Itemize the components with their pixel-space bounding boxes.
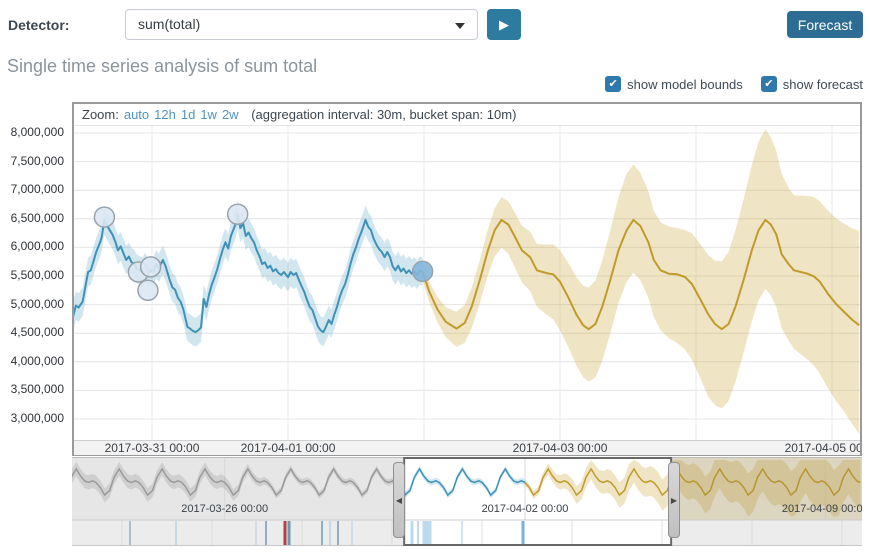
anomaly-event-stripe xyxy=(461,521,463,545)
x-tick-label: 2017-04-03 00:00 xyxy=(512,441,608,455)
y-tick-label: 3,000,000 xyxy=(10,411,64,425)
anomaly-event-stripe xyxy=(287,521,291,545)
detector-select-value: sum(total) xyxy=(138,16,201,32)
context-gray-line xyxy=(72,467,404,497)
context-chart[interactable]: 2017-03-26 00:00 2017-04-02 00:00 2017-04-… xyxy=(72,457,862,548)
anomaly-marker xyxy=(137,279,159,302)
anomaly-event-stripe xyxy=(422,521,432,545)
anomaly-marker xyxy=(139,256,162,278)
y-tick-label: 8,000,000 xyxy=(10,125,64,139)
y-tick-label: 3,500,000 xyxy=(10,382,64,397)
show-forecast-option[interactable]: ✔ show forecast xyxy=(760,76,863,92)
y-axis: 8,000,000 7,500,000 7,000,000 6,500,000 6,00… xyxy=(0,0,64,460)
anomaly-event-stripe xyxy=(417,521,419,545)
x-tick-label: 2017-04-01 00:00 xyxy=(240,441,336,455)
chart-zoom-header: Zoom: auto 12h 1d 1w 2w (aggregation interval… xyxy=(74,104,860,126)
chart-options: ✔ show model bounds ✔ show forecast xyxy=(605,76,863,92)
time-series-plot[interactable] xyxy=(74,126,860,440)
checkbox-show-forecast[interactable]: ✔ xyxy=(760,76,777,92)
swimlane-selected xyxy=(403,520,673,546)
anomaly-event-stripe xyxy=(129,521,131,545)
zoom-link-12h[interactable]: 12h xyxy=(154,107,176,122)
y-tick-label: 7,500,000 xyxy=(10,153,64,168)
brush-handle-right[interactable]: ▶ xyxy=(668,462,680,538)
anomaly-marker xyxy=(93,206,116,228)
y-tick-label: 5,500,000 xyxy=(10,268,64,282)
context-brush-plot[interactable] xyxy=(72,457,862,548)
y-tick-label: 4,000,000 xyxy=(10,353,64,368)
anomaly-event-stripe xyxy=(351,521,353,545)
aggregation-note: (aggregation interval: 30m, bucket span:… xyxy=(251,107,517,122)
x-tick-label: 2017-03-31 00:00 xyxy=(104,441,200,455)
y-tick-label: 6,000,000 xyxy=(10,239,64,254)
anomaly-event-stripe xyxy=(521,521,525,545)
anomaly-event-stripe xyxy=(410,521,414,545)
forecast-button[interactable]: Forecast xyxy=(787,11,863,38)
play-button[interactable]: ▶ xyxy=(487,9,521,40)
detector-label: Detector: xyxy=(8,17,70,33)
check-icon: ✔ xyxy=(764,78,774,90)
checkbox-show-model-bounds[interactable]: ✔ xyxy=(605,76,622,92)
x-axis: 2017-03-31 00:00 2017-04-01 00:00 2017-04-… xyxy=(74,440,860,455)
zoom-link-2w[interactable]: 2w xyxy=(221,107,239,122)
right-arrow-icon: ▶ xyxy=(670,495,678,505)
zoom-links: auto 12h 1d 1w 2w xyxy=(119,107,239,122)
y-tick-label: 5,000,000 xyxy=(10,296,64,311)
left-arrow-icon: ◀ xyxy=(395,495,403,505)
anomaly-event-stripe xyxy=(283,521,287,545)
anomaly-event-stripe xyxy=(329,521,331,545)
forecast-series-line xyxy=(421,218,860,331)
zoom-link-auto[interactable]: auto xyxy=(123,107,150,122)
check-icon: ✔ xyxy=(608,78,618,90)
detector-select[interactable]: sum(total) xyxy=(125,9,478,40)
y-tick-label: 4,500,000 xyxy=(10,325,64,340)
anomaly-marker xyxy=(226,203,249,225)
show-model-bounds-option[interactable]: ✔ show model bounds xyxy=(605,76,743,92)
anomaly-event-stripe xyxy=(265,521,267,545)
y-tick-label: 6,500,000 xyxy=(10,210,64,225)
model-bounds-band xyxy=(74,199,423,347)
brush-handle-left[interactable]: ◀ xyxy=(393,462,405,538)
zoom-link-1d[interactable]: 1d xyxy=(180,107,196,122)
zoom-label: Zoom: xyxy=(82,107,119,122)
swimlane-right xyxy=(672,520,862,546)
show-forecast-label: show forecast xyxy=(782,76,863,92)
anomaly-event-stripe xyxy=(175,521,177,545)
swimlane-left xyxy=(72,520,404,546)
zoom-link-1w[interactable]: 1w xyxy=(200,107,217,122)
context-gray-band xyxy=(72,461,404,503)
anomaly-event-stripe xyxy=(321,521,323,545)
context-forecast-band xyxy=(525,460,861,517)
anomaly-event-stripe xyxy=(337,521,339,545)
page-title: Single time series analysis of sum total xyxy=(7,56,318,76)
context-actual-line xyxy=(403,467,526,497)
chevron-down-icon xyxy=(455,23,465,29)
show-model-bounds-label: show model bounds xyxy=(627,76,743,92)
anomaly-event-stripe xyxy=(255,521,257,545)
play-icon: ▶ xyxy=(499,16,509,32)
forecast-bounds-band xyxy=(422,129,860,434)
context-model-band xyxy=(403,465,525,499)
context-right-overlay xyxy=(672,457,862,520)
main-chart[interactable]: Zoom: auto 12h 1d 1w 2w (aggregation interval… xyxy=(72,102,862,456)
anomaly-marker xyxy=(411,260,434,283)
context-unselected-left xyxy=(72,457,404,520)
x-tick-label: 2017-04-05 00:00 xyxy=(784,441,860,455)
context-forecast-line xyxy=(524,467,861,497)
y-tick-label: 7,000,000 xyxy=(10,182,64,197)
